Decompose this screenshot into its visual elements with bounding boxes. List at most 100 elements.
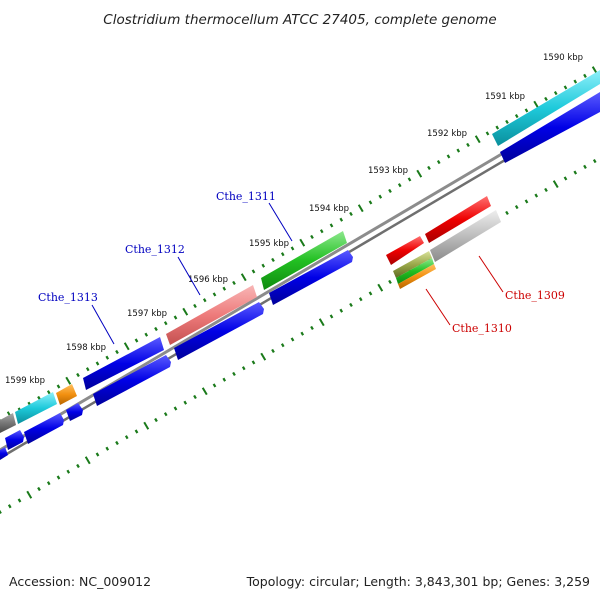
gene-blue-cthe1313[interactable] <box>83 337 164 390</box>
outer-tick <box>85 367 90 372</box>
inner-tick <box>534 193 539 198</box>
inner-tick <box>37 486 41 492</box>
kbp-label-1594: 1594 kbp <box>309 204 349 214</box>
inner-tick <box>183 400 188 405</box>
outer-tick <box>339 217 344 222</box>
outer-tick <box>378 194 383 199</box>
inner-tick <box>124 435 129 440</box>
tick-row-inner <box>0 159 597 515</box>
inner-tick <box>544 187 548 192</box>
inner-tick <box>329 314 334 319</box>
kbp-label-1595: 1595 kbp <box>249 239 289 249</box>
outer-tick <box>271 257 275 262</box>
inner-tick <box>232 371 236 376</box>
outer-tick <box>456 148 461 153</box>
inner-tick <box>505 210 509 215</box>
kbp-label-1597: 1597 kbp <box>127 309 167 319</box>
gene-gray-left[interactable] <box>0 413 16 433</box>
outer-tick <box>505 119 509 124</box>
gene-red-2[interactable] <box>425 196 491 243</box>
gene-blue-mid-6[interactable] <box>66 403 83 421</box>
gene-pink-cthe1312[interactable] <box>166 285 257 345</box>
inner-tick <box>201 387 208 396</box>
inner-tick <box>222 377 227 382</box>
gene-cyan-left[interactable] <box>15 392 57 424</box>
outer-tick <box>397 183 402 188</box>
outer-tick <box>407 177 412 182</box>
gene-orange-left[interactable] <box>56 384 77 405</box>
outer-tick <box>182 307 189 316</box>
outer-tick <box>416 169 423 178</box>
gene-blue-mid-5[interactable] <box>24 413 64 444</box>
outer-tick <box>544 96 548 101</box>
inner-tick <box>56 475 61 480</box>
inner-tick <box>26 490 33 499</box>
label-cthe1312[interactable]: Cthe_1312 <box>125 243 185 256</box>
kbp-label-1593: 1593 kbp <box>368 166 408 176</box>
gene-green-cthe1311[interactable] <box>261 231 347 290</box>
inner-tick <box>0 509 2 515</box>
outer-tick <box>222 286 227 291</box>
gene-blue-mid-7[interactable] <box>5 430 24 450</box>
outer-tick <box>485 131 490 136</box>
outer-tick <box>232 280 236 285</box>
outer-tick <box>533 100 540 109</box>
kbp-label-1592: 1592 kbp <box>427 129 467 139</box>
inner-tick <box>154 417 158 423</box>
leader-cthe1312 <box>177 256 201 296</box>
outer-tick <box>154 326 158 332</box>
outer-tick <box>524 108 529 113</box>
inner-tick <box>573 170 578 175</box>
outer-tick <box>56 384 61 389</box>
outer-tick <box>105 355 110 360</box>
gene-blue-mid-1[interactable] <box>500 92 600 163</box>
inner-tick <box>300 331 305 336</box>
inner-tick <box>84 456 91 465</box>
label-cthe1309[interactable]: Cthe_1309 <box>505 289 565 302</box>
outer-tick <box>474 135 481 144</box>
inner-tick <box>514 205 519 210</box>
inner-tick <box>339 308 344 313</box>
inner-tick <box>524 199 529 204</box>
gene-blue-mid-3[interactable] <box>174 302 264 360</box>
gene-green-cthe1310[interactable] <box>396 258 434 284</box>
accession-text: Accession: NC_009012 <box>9 574 151 589</box>
leader-cthe1309 <box>478 255 504 293</box>
inner-tick <box>105 446 110 451</box>
outer-tick <box>436 160 441 165</box>
outer-tick <box>144 332 149 337</box>
gene-cyan-outer[interactable] <box>492 70 600 146</box>
leader-cthe1313 <box>91 304 115 345</box>
outer-tick <box>388 188 392 193</box>
gene-blue-mid-4[interactable] <box>93 355 171 406</box>
kbp-label-1599: 1599 kbp <box>5 376 45 386</box>
gene-olive-cthe1310[interactable] <box>393 251 432 278</box>
outer-tick <box>193 303 197 309</box>
outer-tick <box>37 395 41 401</box>
inner-tick <box>95 452 100 457</box>
inner-tick <box>241 366 246 371</box>
outer-tick <box>446 154 451 159</box>
gene-blue-mid-2[interactable] <box>269 250 353 305</box>
outer-tick <box>553 91 558 96</box>
inner-tick <box>552 180 559 189</box>
label-cthe1313[interactable]: Cthe_1313 <box>38 291 98 304</box>
inner-tick <box>563 176 568 181</box>
outer-tick <box>563 85 568 90</box>
inner-tick <box>193 394 197 400</box>
inner-tick <box>115 440 119 446</box>
gene-gray-cthe1309[interactable] <box>430 210 501 262</box>
gene-red-1[interactable] <box>386 236 424 265</box>
label-cthe1311[interactable]: Cthe_1311 <box>216 190 276 203</box>
gene-orange-cthe1310[interactable] <box>398 264 436 289</box>
outer-tick <box>95 361 100 366</box>
outer-tick <box>251 269 256 274</box>
inner-tick <box>310 325 314 330</box>
outer-tick <box>173 315 178 320</box>
gene-blue-mid-8[interactable] <box>0 447 8 460</box>
label-cthe1310[interactable]: Cthe_1310 <box>452 322 512 335</box>
outer-tick <box>115 349 119 355</box>
inner-tick <box>7 504 12 509</box>
outer-tick <box>368 200 373 205</box>
